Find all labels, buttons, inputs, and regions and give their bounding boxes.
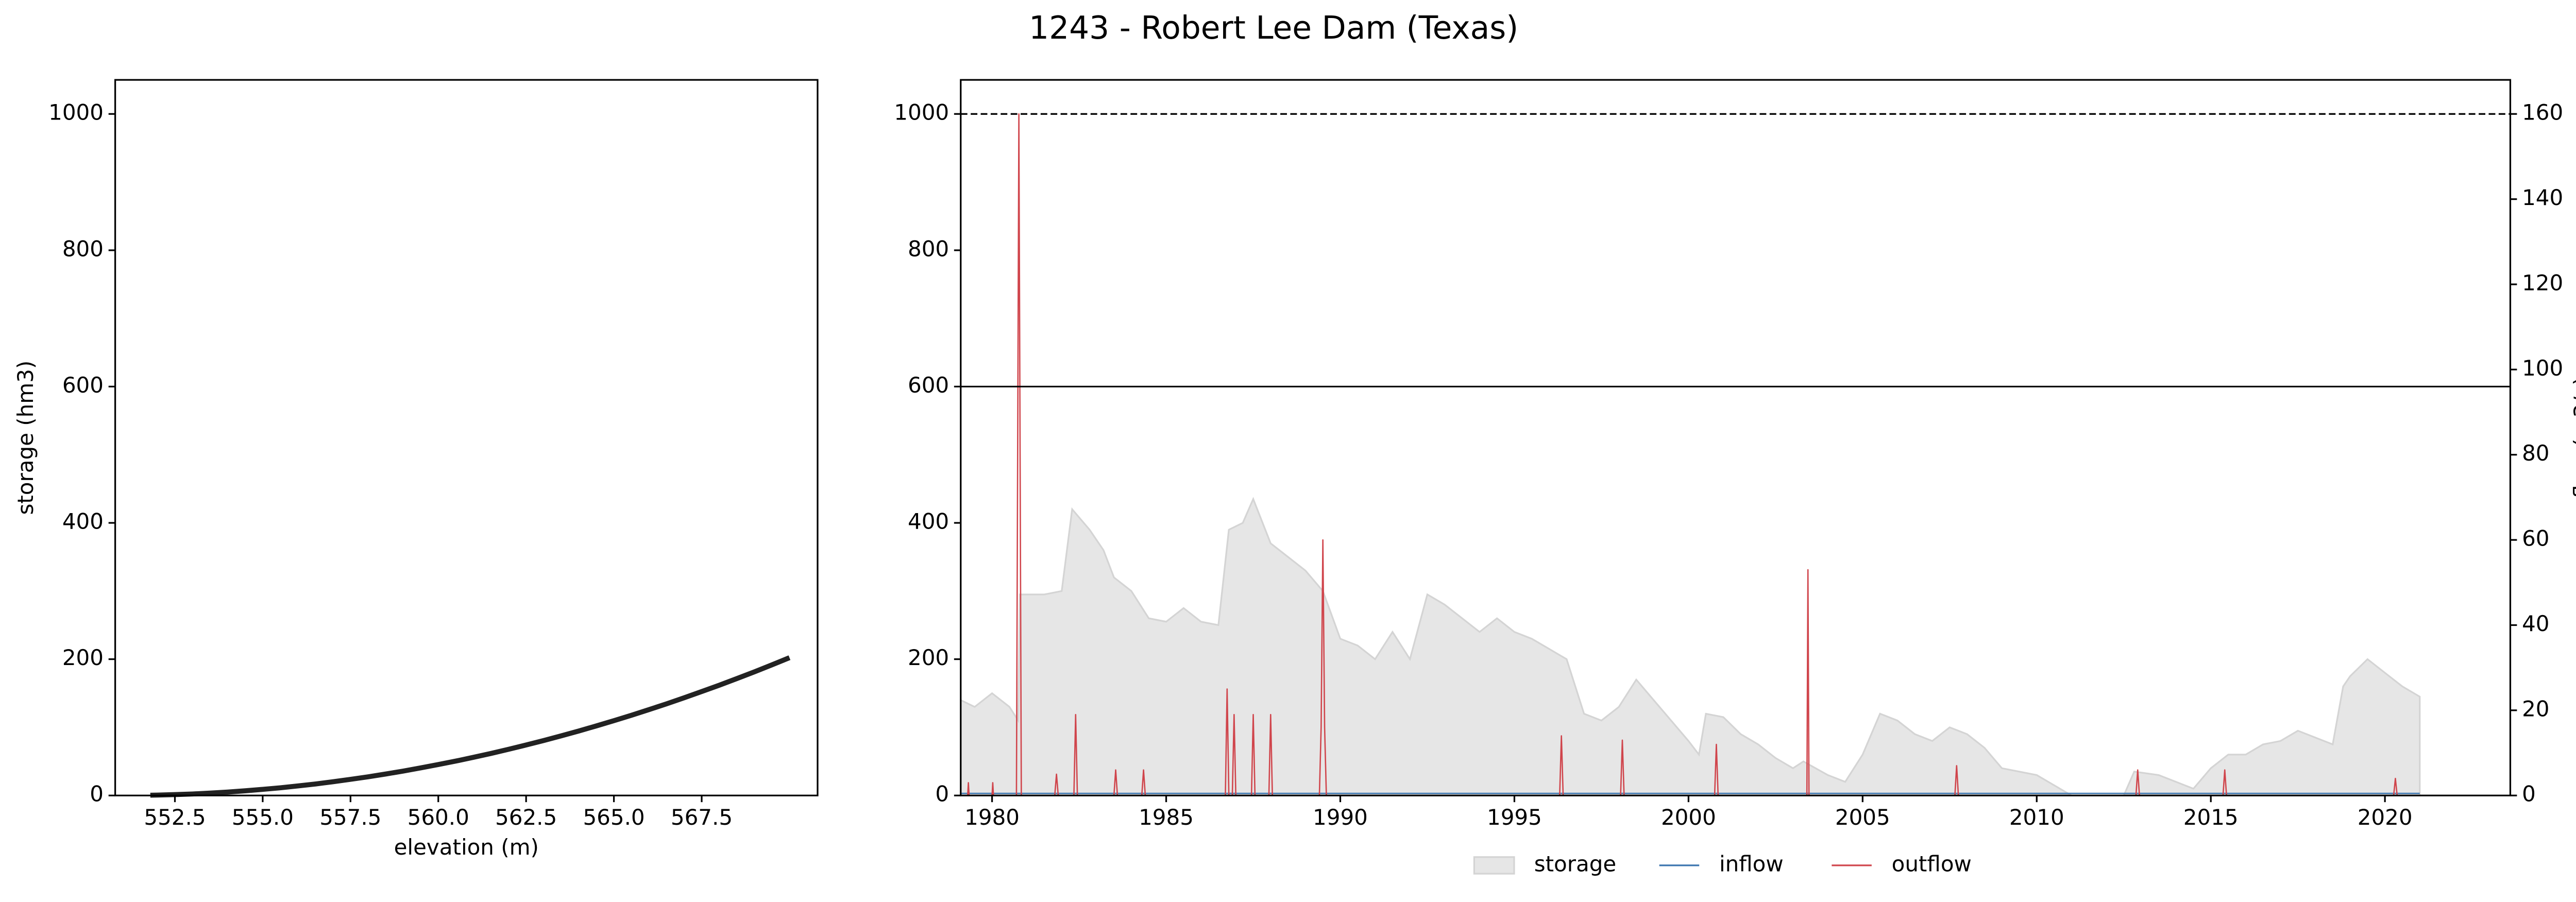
- legend-label: outflow: [1892, 851, 1972, 876]
- x-tick-label: 1995: [1487, 805, 1542, 830]
- legend-label: storage: [1534, 851, 1617, 876]
- y2-tick-label: 80: [2522, 440, 2549, 466]
- x-tick-label: 2015: [2183, 805, 2239, 830]
- y-tick-label: 400: [62, 509, 104, 534]
- y2-tick-label: 40: [2522, 611, 2549, 636]
- y-tick-label: 600: [62, 372, 104, 398]
- x-tick-label: 1980: [964, 805, 1020, 830]
- y2-tick-label: 20: [2522, 696, 2549, 721]
- legend-swatch: [1473, 856, 1515, 875]
- y2-tick-label: 100: [2522, 355, 2563, 381]
- axes-frame: [960, 79, 2512, 796]
- x-tick-label: 565.0: [583, 805, 645, 830]
- storage-area: [960, 497, 2421, 796]
- y2-tick-label: 0: [2522, 781, 2536, 807]
- y-tick-label: 400: [908, 509, 949, 534]
- y-tick-label: 0: [935, 781, 949, 807]
- x-tick-label: 2020: [2358, 805, 2413, 830]
- x-tick-label: 552.5: [144, 805, 206, 830]
- x-axis-label: elevation (m): [394, 835, 539, 860]
- y-tick-label: 600: [908, 372, 949, 398]
- x-tick-label: 2010: [2009, 805, 2064, 830]
- legend-label: inflow: [1719, 851, 1784, 876]
- x-tick-label: 1985: [1139, 805, 1194, 830]
- y-tick-label: 0: [90, 781, 104, 807]
- x-tick-label: 2005: [1835, 805, 1890, 830]
- x-tick-label: 1990: [1313, 805, 1368, 830]
- data-line: [150, 655, 791, 798]
- y2-tick-label: 120: [2522, 270, 2563, 295]
- y-tick-label: 800: [908, 236, 949, 261]
- x-tick-label: 2000: [1661, 805, 1716, 830]
- figure-title: 1243 - Robert Lee Dam (Texas): [1029, 10, 1518, 46]
- y-tick-label: 200: [62, 645, 104, 670]
- y2-tick-label: 140: [2522, 185, 2563, 210]
- x-tick-label: 567.5: [671, 805, 733, 830]
- x-tick-label: 557.5: [319, 805, 381, 830]
- x-tick-label: 560.0: [408, 805, 469, 830]
- x-tick-label: 555.0: [232, 805, 294, 830]
- x-tick-label: 562.5: [495, 805, 557, 830]
- y2-tick-label: 60: [2522, 526, 2549, 551]
- y-tick-label: 1000: [48, 100, 104, 125]
- data-line: [960, 113, 2420, 796]
- axes-frame: [114, 79, 819, 796]
- y-tick-label: 200: [908, 645, 949, 670]
- y2-tick-label: 160: [2522, 100, 2563, 125]
- y-axis-label: storage (hm3): [13, 361, 38, 515]
- y-tick-label: 800: [62, 236, 104, 261]
- y-tick-label: 1000: [894, 100, 949, 125]
- y2-axis-label: flow (m3/s): [2569, 377, 2576, 499]
